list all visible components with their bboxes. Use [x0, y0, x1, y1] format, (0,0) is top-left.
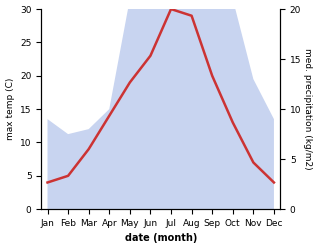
Y-axis label: max temp (C): max temp (C): [5, 78, 15, 140]
X-axis label: date (month): date (month): [125, 234, 197, 244]
Y-axis label: med. precipitation (kg/m2): med. precipitation (kg/m2): [303, 48, 313, 170]
